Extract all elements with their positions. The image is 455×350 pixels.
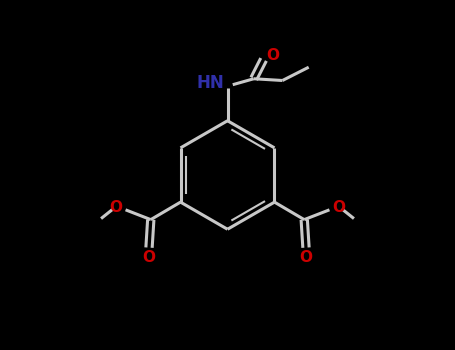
Text: O: O	[266, 49, 279, 63]
Text: O: O	[333, 199, 346, 215]
Text: O: O	[142, 250, 156, 265]
Text: O: O	[109, 199, 122, 215]
Text: O: O	[299, 250, 313, 265]
Text: HN: HN	[197, 74, 225, 92]
